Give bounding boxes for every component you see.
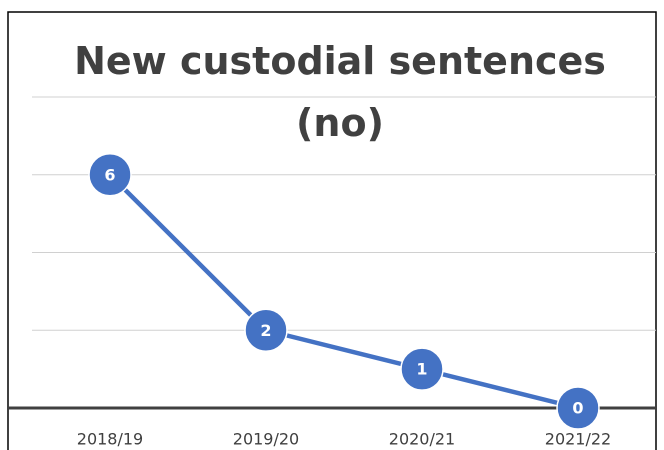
x-tick-label: 2020/21	[389, 430, 455, 449]
x-tick-label: 2019/20	[233, 430, 299, 449]
marker	[88, 153, 132, 197]
data-label: 1	[416, 360, 427, 379]
x-tick-label: 2021/22	[545, 430, 611, 449]
data-label: 2	[260, 321, 271, 340]
marker	[556, 386, 600, 430]
chart-title: New custodial sentences (no)	[74, 39, 606, 145]
data-label: 0	[572, 399, 583, 418]
chart-frame	[7, 11, 657, 450]
x-tick-label: 2018/19	[77, 430, 143, 449]
marker	[400, 347, 444, 391]
marker	[244, 308, 288, 352]
line	[108, 173, 579, 411]
data-label: 6	[104, 165, 115, 184]
